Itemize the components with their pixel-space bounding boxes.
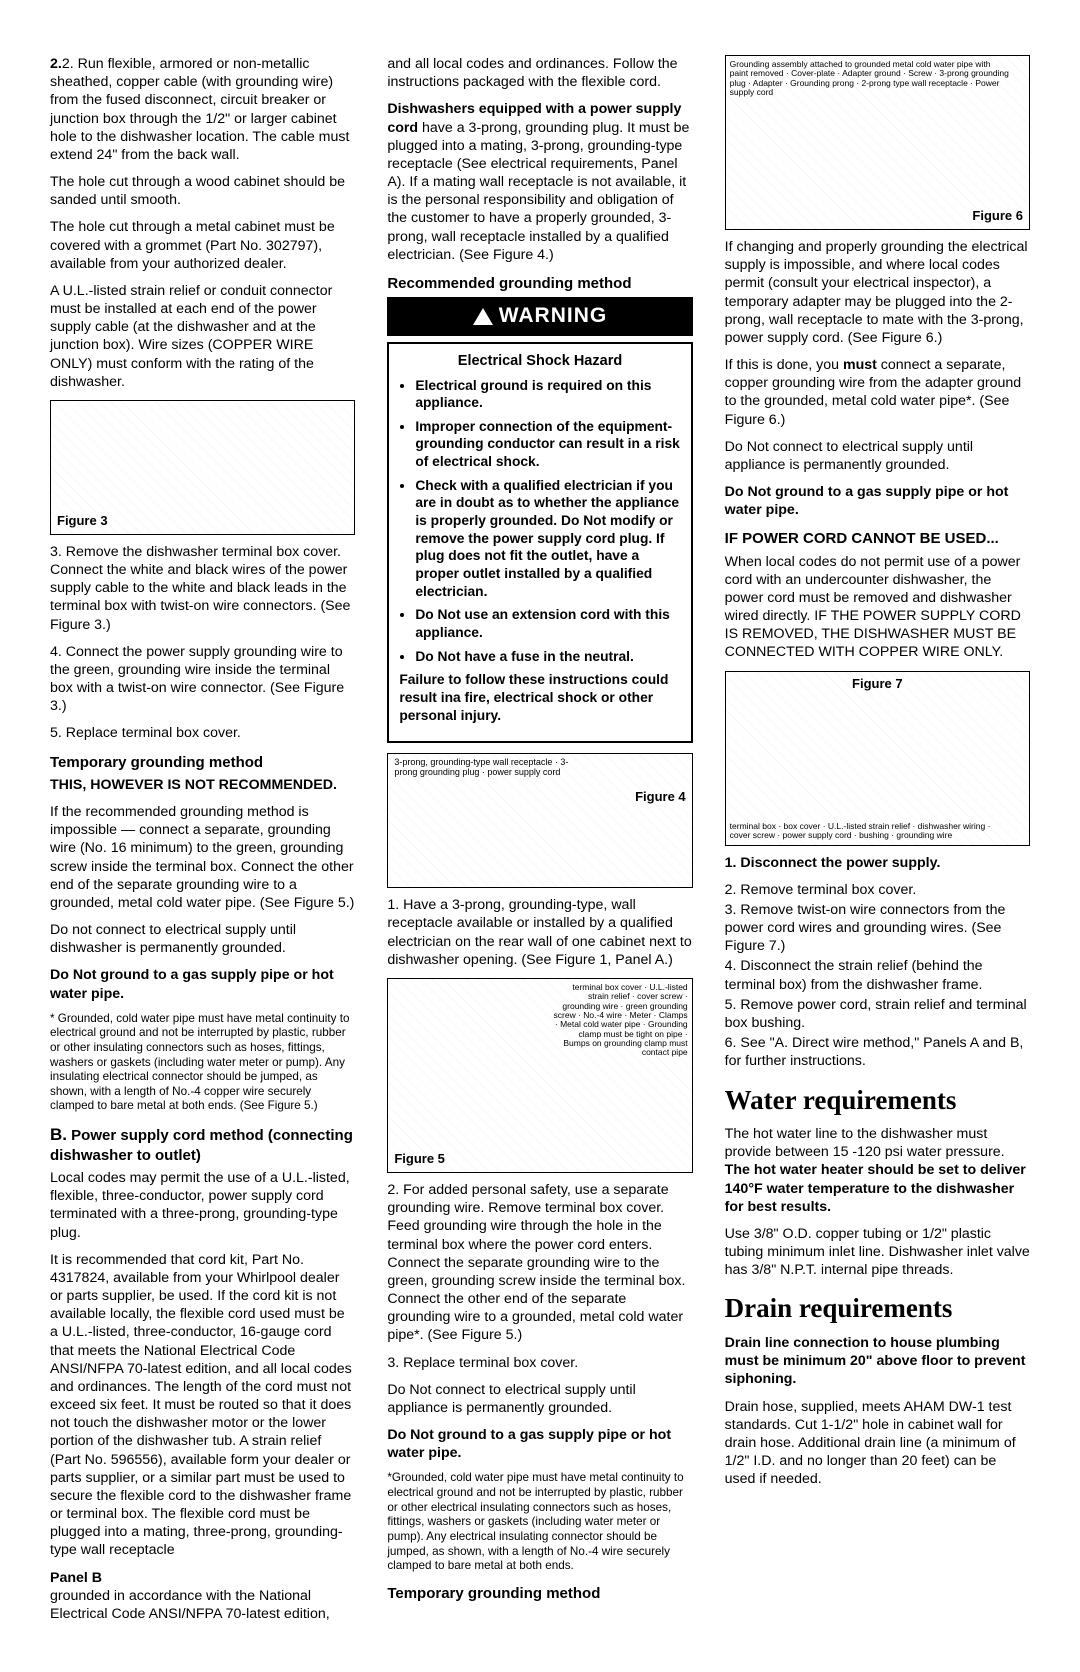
- c3-p3: Do Not connect to electrical supply unti…: [725, 438, 1030, 474]
- drain-heading: Drain requirements: [725, 1291, 1030, 1326]
- step-4: 4. Connect the power supply grounding wi…: [50, 643, 355, 716]
- c2-p4: 2. For added personal safety, use a sepa…: [387, 1181, 692, 1345]
- c3-s5: 5. Remove power cord, strain relief and …: [725, 996, 1030, 1032]
- c3-s2: 2. Remove terminal box cover.: [725, 881, 1030, 899]
- figure-6: Figure 6 Grounding assembly attached to …: [725, 55, 1030, 230]
- figure-3: Figure 3: [50, 400, 355, 535]
- panel-b-label: Panel B: [50, 1569, 355, 1587]
- b-p2: It is recommended that cord kit, Part No…: [50, 1251, 355, 1560]
- manual-page: 2.2. Run flexible, armored or non-metall…: [50, 55, 1030, 1625]
- c3-tgm-heading: Temporary grounding method: [387, 1584, 692, 1603]
- figure-5: Figure 5 terminal box cover · U.L.-liste…: [387, 978, 692, 1173]
- water-p1: The hot water line to the dishwasher mus…: [725, 1125, 1030, 1216]
- c2-p7: Do Not ground to a gas supply pipe or ho…: [387, 1426, 692, 1462]
- temp-ground-sub: THIS, HOWEVER IS NOT RECOMMENDED.: [50, 776, 355, 794]
- c3-s1: 1. Disconnect the power supply.: [725, 854, 1030, 872]
- tgm-fine: * Grounded, cold water pipe must have me…: [50, 1012, 355, 1114]
- warn-footer: Failure to follow these instructions cou…: [399, 671, 680, 724]
- section-b-heading: B. Power supply cord method (connecting …: [50, 1124, 355, 1165]
- figure-4: Figure 4 3-prong, grounding-type wall re…: [387, 753, 692, 888]
- c3-p2: If this is done, you must connect a sepa…: [725, 356, 1030, 429]
- tgm-p1: If the recommended grounding method is i…: [50, 803, 355, 912]
- recommended-heading: Recommended grounding method: [387, 274, 692, 293]
- warning-block: WARNING Electrical Shock Hazard Electric…: [387, 297, 692, 743]
- warn-item-2: Improper connection of the equipment-gro…: [415, 418, 680, 471]
- p-strain: A U.L.-listed strain relief or conduit c…: [50, 282, 355, 391]
- warning-title: Electrical Shock Hazard: [399, 352, 680, 371]
- c2-p5: 3. Replace terminal box cover.: [387, 1354, 692, 1372]
- tgm-p3: Do Not ground to a gas supply pipe or ho…: [50, 966, 355, 1002]
- c3-s6: 6. See "A. Direct wire method," Panels A…: [725, 1034, 1030, 1070]
- figure-7: Figure 7 terminal box · box cover · U.L.…: [725, 671, 1030, 846]
- p-wood: The hole cut through a wood cabinet shou…: [50, 173, 355, 209]
- step-5: 5. Replace terminal box cover.: [50, 724, 355, 742]
- c2-p3: 1. Have a 3-prong, grounding-type, wall …: [387, 896, 692, 969]
- drain-p2: Drain hose, supplied, meets AHAM DW-1 te…: [725, 1398, 1030, 1489]
- p-metal: The hole cut through a metal cabinet mus…: [50, 218, 355, 273]
- b-p1: Local codes may permit the use of a U.L.…: [50, 1169, 355, 1242]
- tgm-p2: Do not connect to electrical supply unti…: [50, 921, 355, 957]
- c2-p6: Do Not connect to electrical supply unti…: [387, 1381, 692, 1417]
- temp-ground-heading: Temporary grounding method: [50, 753, 355, 772]
- ifcord-heading: IF POWER CORD CANNOT BE USED...: [725, 529, 1030, 548]
- warning-banner: WARNING: [387, 297, 692, 336]
- warn-item-4: Do Not use an extension cord with this a…: [415, 606, 680, 641]
- c3-s4: 4. Disconnect the strain relief (behind …: [725, 957, 1030, 993]
- c3-p4: Do Not ground to a gas supply pipe or ho…: [725, 483, 1030, 519]
- water-p2: Use 3/8" O.D. copper tubing or 1/2" plas…: [725, 1225, 1030, 1280]
- warn-item-3: Check with a qualified electrician if yo…: [415, 477, 680, 601]
- warn-item-5: Do Not have a fuse in the neutral.: [415, 648, 680, 666]
- c2-p2: Dishwashers equipped with a power supply…: [387, 100, 692, 264]
- drain-p1: Drain line connection to house plumbing …: [725, 1334, 1030, 1389]
- c2-fine: *Grounded, cold water pipe must have met…: [387, 1471, 692, 1573]
- water-heading: Water requirements: [725, 1083, 1030, 1118]
- step-2: 2.2. Run flexible, armored or non-metall…: [50, 55, 355, 164]
- c3-p1: If changing and properly grounding the e…: [725, 238, 1030, 347]
- ifcord-p: When local codes do not permit use of a …: [725, 553, 1030, 662]
- step-3: 3. Remove the dishwasher terminal box co…: [50, 543, 355, 634]
- c3-s3: 3. Remove twist-on wire connectors from …: [725, 901, 1030, 956]
- warn-item-1: Electrical ground is required on this ap…: [415, 377, 680, 412]
